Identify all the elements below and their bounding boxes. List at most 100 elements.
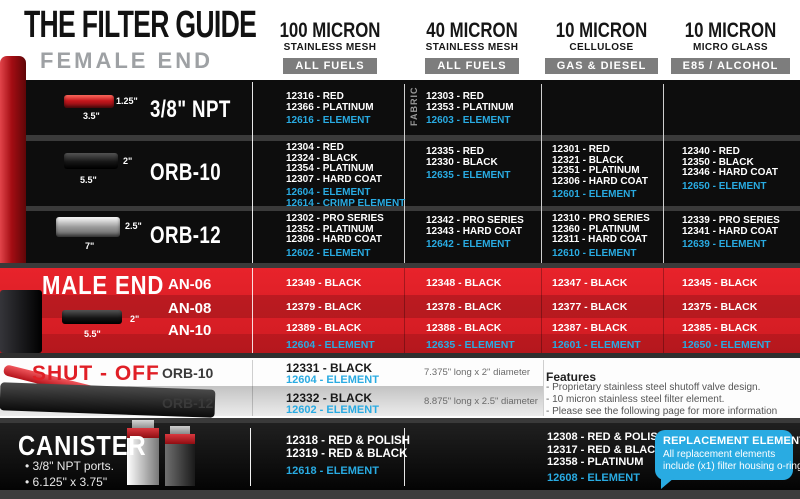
page-title: THE FILTER GUIDE <box>24 4 257 46</box>
media-type: STAINLESS MESH <box>425 42 519 53</box>
part-number: 12342 - PRO SERIES <box>426 215 524 226</box>
size-note: 7.375" long x 2" diameter <box>424 367 531 378</box>
part-number: 12318 - RED & POLISH <box>286 435 410 447</box>
element-number: 12639 - ELEMENT <box>682 239 767 250</box>
column-divider <box>404 428 405 486</box>
column-divider <box>543 360 544 416</box>
row-label-shutoff-orb10: ORB-10 <box>162 365 214 381</box>
replacement-elements-callout: REPLACEMENT ELEMENTS All replacement ele… <box>655 430 800 489</box>
column-divider <box>404 84 405 263</box>
dimension-label: 5.5" <box>80 175 97 185</box>
part-number: 12379 - BLACK <box>286 301 362 313</box>
cell-npt-40micron: 12303 - RED 12353 - PLATINUM 12603 - ELE… <box>426 91 514 127</box>
element-number: 12601 - ELEMENT <box>552 189 637 200</box>
element-number: 12602 - ELEMENT <box>286 404 379 416</box>
element-number: 12642 - ELEMENT <box>426 239 511 250</box>
element-number: 12650 - ELEMENT <box>682 339 771 351</box>
part-number: 12301 - RED <box>552 144 610 155</box>
part-number: 12345 - BLACK <box>682 277 758 289</box>
part-number: 12388 - BLACK <box>426 322 502 334</box>
size-note: 8.875" long x 2.5" diameter <box>424 396 538 407</box>
column-divider <box>541 268 542 353</box>
part-number: 12385 - BLACK <box>682 322 758 334</box>
fuel-badge: GAS & DIESEL <box>544 58 659 74</box>
canister-bracket-photo <box>132 420 154 429</box>
part-number: 12316 - RED <box>286 91 344 102</box>
canister-cap-photo <box>127 428 159 438</box>
row-separator <box>0 263 800 268</box>
column-header-40-micron: 40 MICRON STAINLESS MESH ALL FUELS <box>402 19 542 74</box>
part-number: 12339 - PRO SERIES <box>682 215 780 226</box>
micron-rating: 100 MICRON <box>279 19 381 42</box>
bottom-strip <box>0 490 800 499</box>
part-number: 12354 - PLATINUM <box>286 163 374 174</box>
element-number: 12604 - ELEMENT <box>286 339 375 351</box>
column-divider <box>663 84 664 263</box>
media-type: STAINLESS MESH <box>283 42 377 53</box>
fuel-badge: E85 / ALCOHOL <box>670 58 791 74</box>
element-number: 12604 - ELEMENT <box>286 187 371 198</box>
micron-rating: 10 MICRON <box>555 19 648 42</box>
row-separator <box>0 418 800 423</box>
part-number: 12307 - HARD COAT <box>286 173 382 185</box>
cell-orb10-microglass: 12340 - RED 12350 - BLACK 12346 - HARD C… <box>682 146 778 192</box>
feature-item: - 10 micron stainless steel filter eleme… <box>546 394 725 405</box>
canister-bullet: • 3/8" NPT ports. <box>25 459 114 473</box>
element-number: 12616 - ELEMENT <box>286 115 371 126</box>
row-label-shutoff-orb12: ORB-12 <box>162 395 214 411</box>
element-number: 12604 - ELEMENT <box>286 374 379 386</box>
cell-orb10-100micron: 12304 - RED 12324 - BLACK 12354 - PLATIN… <box>286 142 405 209</box>
cell-orb12-microglass: 12339 - PRO SERIES 12341 - HARD COAT 126… <box>682 215 780 251</box>
fabric-note: FABRIC <box>409 86 419 127</box>
part-number: 12378 - BLACK <box>426 301 502 313</box>
dimension-label: 3.5" <box>83 111 100 121</box>
an-fitting-photo <box>0 290 42 353</box>
part-number: 12332 - BLACK <box>286 391 373 405</box>
dimension-label: 5.5" <box>84 329 101 339</box>
row-label-an08: AN-08 <box>168 300 212 317</box>
element-number: 12635 - ELEMENT <box>426 339 515 351</box>
row-separator <box>0 135 800 141</box>
fuel-badge: ALL FUELS <box>425 58 519 74</box>
media-type: CELLULOSE <box>569 42 634 53</box>
part-number: 12349 - BLACK <box>286 277 362 289</box>
part-number: 12317 - RED & BLACK <box>547 443 664 456</box>
element-stripe <box>0 334 800 353</box>
orb10-filter-photo <box>64 153 118 169</box>
male-end-heading: MALE END <box>42 270 165 300</box>
dimension-label: 2.5" <box>125 221 142 231</box>
canister-bracket-photo <box>170 426 190 435</box>
cell-canister-100micron: 12318 - RED & POLISH 12319 - RED & BLACK… <box>286 435 410 477</box>
column-divider <box>252 82 253 263</box>
orb12-filter-photo <box>56 217 120 237</box>
row-label-npt: 3/8" NPT <box>150 96 231 123</box>
cell-orb10-40micron: 12335 - RED 12330 - BLACK 12635 - ELEMEN… <box>426 146 510 182</box>
element-number: 12602 - ELEMENT <box>286 247 371 259</box>
element-number: 12650 - ELEMENT <box>682 180 767 192</box>
column-divider <box>541 84 542 263</box>
cell-orb10-cellulose: 12301 - RED 12321 - BLACK 12351 - PLATIN… <box>552 144 648 201</box>
element-number: 12610 - ELEMENT <box>552 247 637 259</box>
part-number: 12353 - PLATINUM <box>426 101 514 113</box>
part-number: 12351 - PLATINUM <box>552 165 640 176</box>
element-number: 12608 - ELEMENT <box>547 471 640 484</box>
feature-item: - Proprietary stainless steel shutoff va… <box>546 382 761 393</box>
canister-cap-photo <box>165 434 195 444</box>
part-number: 12302 - PRO SERIES <box>286 213 384 224</box>
fuel-badge: ALL FUELS <box>283 58 377 74</box>
canister-black-photo <box>165 444 195 486</box>
dimension-label: 7" <box>85 241 95 251</box>
part-number: 12348 - BLACK <box>426 277 502 289</box>
part-number: 12347 - BLACK <box>552 277 628 289</box>
canister-bullet: • 6.125" x 3.75" <box>25 475 108 489</box>
part-number: 12335 - RED <box>426 146 484 157</box>
part-number: 12346 - HARD COAT <box>682 167 778 178</box>
red-filter-photo <box>0 56 26 263</box>
row-separator <box>0 353 800 358</box>
callout-title: REPLACEMENT ELEMENTS <box>663 435 800 447</box>
column-divider <box>663 268 664 353</box>
dimension-label: 1.25" <box>116 96 138 106</box>
canister-chrome-photo <box>127 438 159 485</box>
part-number: 12387 - BLACK <box>552 322 628 334</box>
part-number: 12311 - HARD COAT <box>552 234 648 245</box>
